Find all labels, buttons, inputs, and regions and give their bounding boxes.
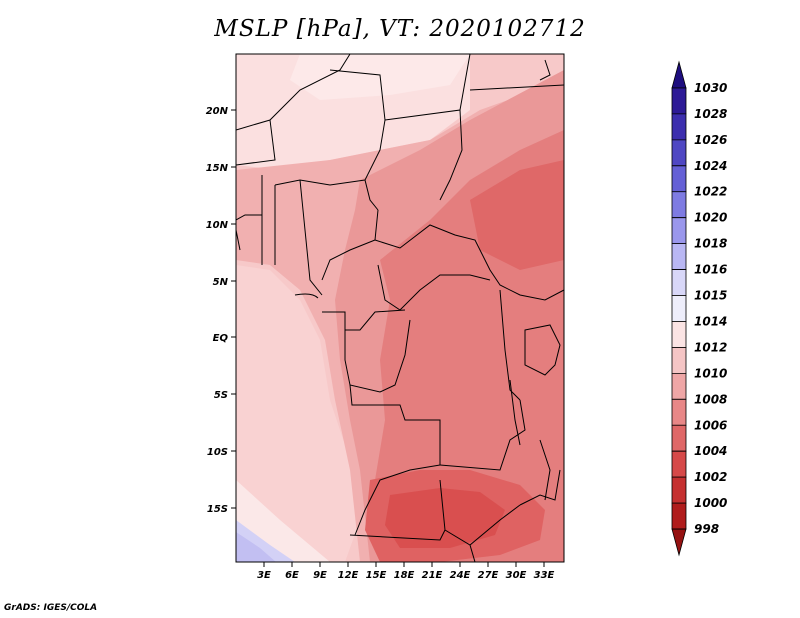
latitude-axis: 20N 15N 10N 5N EQ 5S 10S 15S xyxy=(206,106,236,515)
lat-label: EQ xyxy=(213,333,229,344)
colorbar-label: 1020 xyxy=(694,211,727,225)
footer-credit: GrADS: IGES/COLA xyxy=(4,603,98,613)
colorbar-segment xyxy=(671,243,687,270)
lon-label: 12E xyxy=(338,570,359,581)
colorbar-label: 1022 xyxy=(694,185,727,199)
colorbar-segment xyxy=(671,321,687,348)
colorbar-segment xyxy=(671,398,687,426)
colorbar-segment xyxy=(671,476,687,504)
lat-label: 5S xyxy=(214,390,228,401)
colorbar-label: 1006 xyxy=(694,418,727,432)
colorbar-label: 1030 xyxy=(694,81,727,95)
colorbar-segment xyxy=(671,347,687,374)
lon-label: 6E xyxy=(285,570,299,581)
colorbar-segment xyxy=(671,450,687,478)
colorbar: 1030 1028 1026 1024 1022 1020 1018 1016 1015 1014… xyxy=(671,60,727,557)
colorbar-label: 1014 xyxy=(694,314,727,328)
colorbar-segment xyxy=(671,113,687,141)
colorbar-segment xyxy=(671,424,687,452)
lon-label: 15E xyxy=(366,570,387,581)
colorbar-label: 1002 xyxy=(694,470,727,484)
lon-label: 30E xyxy=(506,570,527,581)
colorbar-label: 1004 xyxy=(694,444,727,458)
colorbar-label: 1000 xyxy=(694,496,727,510)
colorbar-segment xyxy=(671,191,687,219)
map-title: MSLP [hPa], VT: 2020102712 xyxy=(214,16,586,42)
lon-label: 27E xyxy=(478,570,499,581)
lon-label: 18E xyxy=(394,570,415,581)
colorbar-segment xyxy=(671,502,687,530)
colorbar-label: 1016 xyxy=(694,263,727,277)
colorbar-segment xyxy=(671,372,687,400)
colorbar-label: 998 xyxy=(694,522,719,536)
lat-label: 15N xyxy=(206,163,229,174)
pressure-field xyxy=(236,54,564,562)
colorbar-segment xyxy=(671,165,687,193)
colorbar-segment xyxy=(671,295,687,322)
colorbar-label: 1024 xyxy=(694,159,727,173)
lon-label: 3E xyxy=(257,570,271,581)
colorbar-label: 1012 xyxy=(694,340,727,354)
colorbar-segment xyxy=(671,87,687,115)
colorbar-label: 1018 xyxy=(694,237,727,251)
colorbar-label: 1008 xyxy=(694,392,727,406)
colorbar-label: 1026 xyxy=(694,133,727,147)
longitude-axis: 3E 6E 9E 12E 15E 18E 21E 24E 27E 30E 33E xyxy=(257,562,555,581)
country-borders xyxy=(236,54,564,562)
colorbar-segment xyxy=(671,269,687,296)
map-frame xyxy=(235,53,565,563)
lon-label: 24E xyxy=(450,570,471,581)
lat-label: 10S xyxy=(207,447,228,458)
lat-label: 10N xyxy=(206,220,229,231)
high-pressure-core xyxy=(236,532,276,562)
ocean-zone xyxy=(236,265,360,562)
colorbar-label: 1010 xyxy=(694,366,727,380)
colorbar-segment xyxy=(671,139,687,167)
low-northeast xyxy=(470,160,564,270)
low-southern-core xyxy=(385,488,505,548)
colorbar-segment xyxy=(671,217,687,245)
lat-label: 15S xyxy=(207,504,228,515)
lat-label: 5N xyxy=(213,277,229,288)
colorbar-segment xyxy=(671,60,687,89)
colorbar-segment xyxy=(671,528,687,557)
colorbar-label: 1015 xyxy=(694,289,727,303)
colorbar-label: 1028 xyxy=(694,107,727,121)
lon-label: 33E xyxy=(534,570,555,581)
lon-label: 9E xyxy=(313,570,327,581)
lon-label: 21E xyxy=(422,570,443,581)
lat-label: 20N xyxy=(206,106,229,117)
